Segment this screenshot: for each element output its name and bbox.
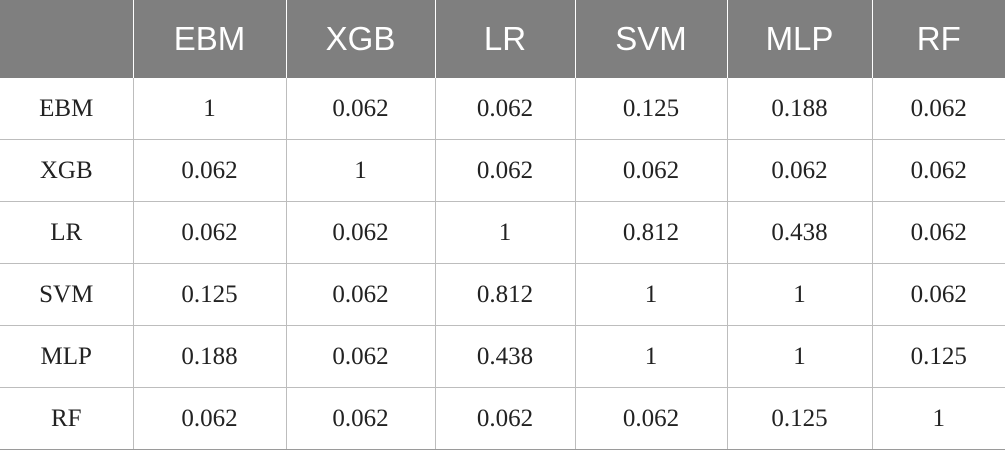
table-header: EBM XGB LR SVM MLP RF — [0, 0, 1005, 78]
table-cell: 0.062 — [286, 263, 436, 326]
table-cell: 0.125 — [872, 325, 1005, 388]
table-cell: 0.062 — [435, 139, 576, 202]
table-cell: 0.062 — [575, 139, 728, 202]
table-body: EBM 1 0.062 0.062 0.125 0.188 0.062 XGB … — [0, 78, 1005, 450]
table-cell: 0.125 — [575, 78, 728, 140]
table-row: RF 0.062 0.062 0.062 0.062 0.125 1 — [0, 387, 1005, 450]
pairwise-comparison-table: EBM XGB LR SVM MLP RF EBM 1 0.062 0.062 … — [0, 0, 1005, 450]
table-cell: 0.062 — [872, 78, 1005, 140]
row-header-cell: RF — [0, 387, 134, 450]
table-cell: 1 — [872, 387, 1005, 450]
table-cell: 0.062 — [872, 139, 1005, 202]
table-row: XGB 0.062 1 0.062 0.062 0.062 0.062 — [0, 139, 1005, 202]
table-cell: 0.062 — [133, 139, 287, 202]
table-cell: 0.062 — [286, 325, 436, 388]
column-header-mlp: MLP — [727, 0, 873, 78]
table-cell: 1 — [286, 139, 436, 202]
table-row: MLP 0.188 0.062 0.438 1 1 0.125 — [0, 325, 1005, 388]
table-cell: 0.125 — [133, 263, 287, 326]
table-cell: 0.062 — [133, 201, 287, 264]
table-cell: 1 — [575, 325, 728, 388]
table-cell: 0.125 — [727, 387, 873, 450]
table-cell: 0.062 — [575, 387, 728, 450]
table-cell: 0.062 — [133, 387, 287, 450]
table-cell: 0.062 — [872, 201, 1005, 264]
table-cell: 0.062 — [286, 201, 436, 264]
table-cell: 0.812 — [575, 201, 728, 264]
table-row: EBM 1 0.062 0.062 0.125 0.188 0.062 — [0, 78, 1005, 140]
table-cell: 1 — [727, 325, 873, 388]
table-cell: 0.062 — [286, 387, 436, 450]
table-cell: 0.188 — [133, 325, 287, 388]
row-header-cell: MLP — [0, 325, 134, 388]
header-corner-cell — [0, 0, 134, 78]
column-header-rf: RF — [872, 0, 1005, 78]
table-cell: 0.438 — [435, 325, 576, 388]
table-cell: 0.812 — [435, 263, 576, 326]
table-cell: 0.062 — [872, 263, 1005, 326]
header-row: EBM XGB LR SVM MLP RF — [0, 0, 1005, 78]
table-cell: 0.062 — [435, 387, 576, 450]
table-cell: 0.062 — [435, 78, 576, 140]
table-row: LR 0.062 0.062 1 0.812 0.438 0.062 — [0, 201, 1005, 264]
row-header-cell: XGB — [0, 139, 134, 202]
table-cell: 0.062 — [727, 139, 873, 202]
row-header-cell: LR — [0, 201, 134, 264]
column-header-lr: LR — [435, 0, 576, 78]
column-header-ebm: EBM — [133, 0, 287, 78]
comparison-table-container: EBM XGB LR SVM MLP RF EBM 1 0.062 0.062 … — [0, 0, 1005, 450]
row-header-cell: SVM — [0, 263, 134, 326]
table-cell: 0.438 — [727, 201, 873, 264]
table-cell: 1 — [727, 263, 873, 326]
table-cell: 0.062 — [286, 78, 436, 140]
column-header-xgb: XGB — [286, 0, 436, 78]
column-header-svm: SVM — [575, 0, 728, 78]
table-cell: 1 — [575, 263, 728, 326]
row-header-cell: EBM — [0, 78, 134, 140]
table-cell: 1 — [133, 78, 287, 140]
table-row: SVM 0.125 0.062 0.812 1 1 0.062 — [0, 263, 1005, 326]
table-cell: 1 — [435, 201, 576, 264]
table-cell: 0.188 — [727, 78, 873, 140]
